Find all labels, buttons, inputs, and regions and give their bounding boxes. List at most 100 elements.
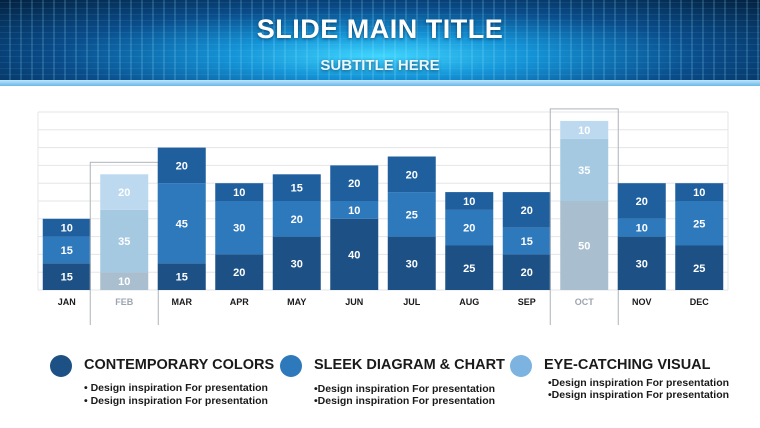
x-tick-label: FEB xyxy=(115,297,134,307)
data-label: 20 xyxy=(176,160,188,172)
data-label: 30 xyxy=(233,223,245,235)
bar-segment xyxy=(215,201,264,255)
data-label: 20 xyxy=(233,267,245,279)
data-label: 10 xyxy=(693,187,705,199)
slide-title: SLIDE MAIN TITLE xyxy=(256,14,504,44)
bar-segment xyxy=(157,147,206,184)
bar-segment xyxy=(157,183,206,264)
bar-segment xyxy=(157,263,206,290)
bar-segment xyxy=(100,209,149,273)
bar-segment xyxy=(675,245,724,290)
legend-title: CONTEMPORARY COLORS xyxy=(84,357,275,373)
bar-segment xyxy=(502,227,551,255)
header-banner: SLIDE MAIN TITLE SUBTITLE HERE xyxy=(0,0,760,86)
data-label: 35 xyxy=(578,165,590,177)
legend-line: •Design inspiration For presentation xyxy=(548,389,730,401)
legend-title: EYE-CATCHING VISUAL xyxy=(544,357,711,373)
x-tick-label: SEP xyxy=(518,297,536,307)
data-label: 20 xyxy=(521,205,533,217)
data-label: 20 xyxy=(406,169,418,181)
data-label: 20 xyxy=(291,214,303,226)
x-tick-label: APR xyxy=(230,297,250,307)
bar-segment xyxy=(215,183,264,201)
data-label: 10 xyxy=(118,276,130,288)
data-label: 10 xyxy=(348,205,360,217)
data-label: 10 xyxy=(463,196,475,208)
legend-dot-dark-blue xyxy=(50,355,72,377)
data-label: 30 xyxy=(406,258,418,270)
bar-segment xyxy=(502,192,551,228)
slide-subtitle: SUBTITLE HERE xyxy=(320,57,440,74)
data-label: 40 xyxy=(348,249,360,261)
data-label: 20 xyxy=(463,223,475,235)
bar-segment xyxy=(100,272,149,290)
legend-line: •Design inspiration For presentation xyxy=(314,383,496,395)
data-label: 45 xyxy=(176,218,188,230)
x-tick-label: MAR xyxy=(172,297,193,307)
x-tick-label: NOV xyxy=(632,297,652,307)
bar-segment xyxy=(42,236,91,264)
bar-segment xyxy=(502,254,551,290)
legend-dot-light-blue xyxy=(510,355,532,377)
legend-line: • Design inspiration For presentation xyxy=(84,395,268,407)
data-label: 20 xyxy=(118,187,130,199)
data-label: 30 xyxy=(636,258,648,270)
legend-line: •Design inspiration For presentation xyxy=(548,377,730,389)
bar-segment xyxy=(42,218,91,237)
bar-segment xyxy=(560,201,609,290)
bar-segment xyxy=(272,236,321,290)
bar-segment xyxy=(42,263,91,290)
data-label: 20 xyxy=(348,178,360,190)
data-label: 20 xyxy=(521,267,533,279)
bar-segment xyxy=(445,209,494,246)
data-label: 50 xyxy=(578,241,590,253)
x-tick-label: OCT xyxy=(575,297,595,307)
data-label: 25 xyxy=(693,218,705,230)
bar-segment xyxy=(387,192,436,237)
x-tick-label: DEC xyxy=(690,297,710,307)
bar-segment xyxy=(272,201,321,237)
x-tick-label: JUL xyxy=(403,297,421,307)
data-label: 35 xyxy=(118,236,130,248)
bar-segment xyxy=(387,156,436,193)
data-label: 10 xyxy=(233,187,245,199)
bar-segment xyxy=(445,192,494,210)
data-label: 15 xyxy=(61,245,73,257)
bar-segment xyxy=(272,174,321,201)
data-label: 25 xyxy=(406,209,418,221)
data-label: 10 xyxy=(636,223,648,235)
bar-segment xyxy=(330,201,379,219)
x-tick-label: AUG xyxy=(459,297,479,307)
data-label: 15 xyxy=(291,183,303,195)
bar-segment xyxy=(675,183,724,201)
data-label: 25 xyxy=(463,263,475,275)
bar-segment xyxy=(387,236,436,290)
bar-segment xyxy=(617,183,666,219)
data-label: 25 xyxy=(693,263,705,275)
stacked-bar-chart: 15 15 10 JAN 10 35 20 FEB 15 45 20 MAR 20 30 10 APR 30 20… xyxy=(37,108,729,325)
x-tick-label: JUN xyxy=(345,297,363,307)
bar-segment xyxy=(330,218,379,290)
legend-line: •Design inspiration For presentation xyxy=(314,395,496,407)
legend-title: SLEEK DIAGRAM & CHART xyxy=(314,357,505,373)
data-label: 15 xyxy=(176,272,188,284)
legend-line: • Design inspiration For presentation xyxy=(84,382,268,394)
bar-segment xyxy=(560,120,609,139)
data-label: 15 xyxy=(61,272,73,284)
data-label: 10 xyxy=(578,125,590,137)
bar-segment xyxy=(445,245,494,290)
bar-segment xyxy=(560,138,609,201)
data-label: 10 xyxy=(61,223,73,235)
data-label: 30 xyxy=(291,258,303,270)
bar-segment xyxy=(330,165,379,201)
bar-segment xyxy=(215,254,264,290)
x-tick-label: MAY xyxy=(287,297,306,307)
bar-segment xyxy=(100,174,149,210)
x-tick-label: JAN xyxy=(58,297,76,307)
data-label: 20 xyxy=(636,196,648,208)
bar-segment xyxy=(617,218,666,237)
legend-dot-mid-blue xyxy=(280,355,302,377)
data-label: 15 xyxy=(521,236,533,248)
bar-segment xyxy=(617,236,666,290)
bar-segment xyxy=(675,201,724,246)
